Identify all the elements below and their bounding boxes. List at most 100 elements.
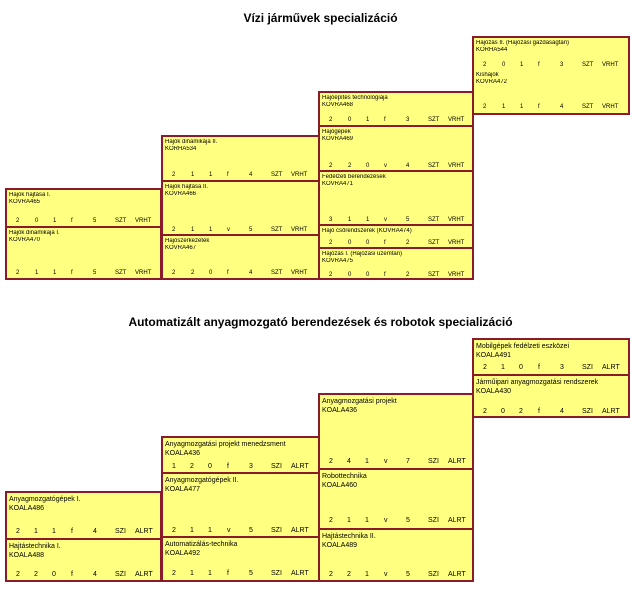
course-meta-value: f (384, 117, 386, 123)
course-meta-value: SZT (271, 172, 283, 178)
section2-col-1: Anyagmozgatógépek I. KOALA486 2 1 1 f 4 SZI AL… (5, 491, 162, 582)
course-card: Hajók dinamikája I. KOVRA470 2 1 1 f 5 SZT VRH… (7, 226, 160, 278)
course-name: Járműipari anyagmozgatási rendszerek (476, 379, 599, 386)
section2-col-4: Mobilgépek fedélzeti eszközei KOALA491 2… (472, 338, 630, 418)
course-meta-value: SZT (115, 270, 127, 276)
course-code: KORHA544 (476, 47, 508, 53)
course-meta-value: VRHT (291, 270, 308, 276)
course-name: Anyagmozgatási projekt (322, 398, 397, 405)
course-meta-value: 1 (348, 217, 352, 223)
course-meta-value: 2 (329, 240, 333, 246)
course-meta-row: 2 1 0 f 3 SZI ALRT (474, 364, 628, 372)
course-meta-value: 1 (366, 117, 370, 123)
course-meta-value: 1 (347, 517, 351, 524)
course-meta-value: 2 (172, 270, 176, 276)
course-meta-row: 1 2 0 f 3 SZI ALRT (163, 463, 318, 471)
course-card: Hajók dinamikája II. KORHA534 2 1 1 f 4 SZT VR… (163, 137, 318, 180)
course-name: Automatizálás-technika (165, 541, 238, 548)
course-name: Anyagmozgatási projekt menedzsment (165, 441, 286, 448)
course-meta-value: 0 (348, 272, 352, 278)
course-meta-value: 2 (329, 163, 333, 169)
course-meta-value: 4 (249, 172, 253, 178)
course-meta-value: 2 (329, 117, 333, 123)
course-meta-row: 2 1 1 v 5 SZI ALRT (320, 517, 472, 525)
course-code: KOALA430 (476, 388, 512, 395)
course-meta-value: 4 (93, 571, 97, 578)
course-code: KOALA489 (322, 542, 358, 549)
course-meta-value: 4 (406, 163, 410, 169)
section1-col-4: Hajózás II. (Hajózási gazdaságtan) KORHA… (472, 36, 630, 115)
course-meta-row: 2 0 1 f 3 SZT VRHT (320, 116, 472, 124)
course-name: Hajtástechnika II. (322, 533, 376, 540)
section1-col-3: Hajóépítés technológiája KOVRA468 2 0 1 f 3 S… (318, 91, 474, 280)
course-card: Anyagmozgatási projekt KOALA436 2 4 1 v 7 SZI… (320, 395, 472, 468)
course-meta-row: 2 4 1 v 7 SZI ALRT (320, 458, 472, 466)
course-card: Hajószerkezetek KOVRA467 2 2 0 f 4 SZT VRHT (163, 234, 318, 278)
course-meta-value: v (384, 458, 388, 465)
course-meta-value: f (384, 272, 386, 278)
course-meta-value: 1 (365, 517, 369, 524)
course-meta-value: 5 (249, 227, 253, 233)
course-meta-value: 1 (520, 62, 524, 68)
course-meta-value: SZT (428, 117, 440, 123)
course-meta-value: 2 (406, 240, 410, 246)
course-meta-value: VRHT (448, 217, 465, 223)
course-name: Anyagmozgatógépek II. (165, 477, 239, 484)
course-meta-value: 1 (209, 172, 213, 178)
section1-col-2: Hajók dinamikája II. KORHA534 2 1 1 f 4 SZT VR… (161, 135, 320, 280)
course-meta-value: VRHT (602, 104, 619, 110)
course-meta-value: 0 (501, 408, 505, 415)
course-meta-value: 1 (172, 463, 176, 470)
section2-col-3: Anyagmozgatási projekt KOALA436 2 4 1 v 7 SZI… (318, 393, 474, 582)
course-meta-value: 1 (365, 571, 369, 578)
course-meta-value: 2 (172, 227, 176, 233)
course-meta-value: f (227, 570, 229, 577)
course-meta-value: v (227, 527, 231, 534)
course-name: Kishajók (476, 72, 499, 78)
course-meta-value: 2 (483, 364, 487, 371)
course-meta-value: 3 (249, 463, 253, 470)
course-meta-value: SZT (428, 272, 440, 278)
course-code: KOVRA466 (165, 191, 197, 197)
course-meta-row: 2 1 1 f 5 SZT VRHT (7, 269, 160, 277)
course-meta-row: 2 0 0 f 2 SZT VRHT (320, 239, 472, 247)
course-meta-value: SZT (271, 270, 283, 276)
course-name: Hajók hajtása I. (9, 192, 51, 198)
course-meta-value: VRHT (291, 227, 308, 233)
course-meta-value: 5 (406, 571, 410, 578)
course-meta-value: 5 (93, 218, 97, 224)
course-card: Anyagmozgatógépek I. KOALA486 2 1 1 f 4 SZI AL… (7, 493, 160, 538)
course-code: KOVRA468 (322, 102, 354, 108)
course-meta-value: VRHT (291, 172, 308, 178)
course-meta-value: 1 (35, 270, 39, 276)
course-meta-value: v (384, 217, 387, 223)
course-meta-value: VRHT (448, 272, 465, 278)
course-name: Hajtástechnika I. (9, 543, 61, 550)
course-meta-value: 2 (172, 570, 176, 577)
course-meta-value: VRHT (448, 163, 465, 169)
course-meta-value: 1 (208, 527, 212, 534)
course-card: Mobilgépek fedélzeti eszközei KOALA491 2… (474, 340, 628, 374)
course-meta-value: 0 (52, 571, 56, 578)
course-meta-value: 4 (560, 408, 564, 415)
course-meta-value: f (71, 218, 73, 224)
course-meta-value: SZT (428, 240, 440, 246)
course-meta-row: 2 1 1 v 5 SZT VRHT (163, 226, 318, 234)
course-meta-value: 5 (406, 217, 410, 223)
course-meta-value: 1 (190, 570, 194, 577)
course-meta-value: SZI (271, 463, 282, 470)
course-meta-value: 5 (249, 570, 253, 577)
course-card: Hajózás II. (Hajózási gazdaságtan) KORHA… (474, 38, 628, 70)
course-meta-row: 2 0 2 f 4 SZI ALRT (474, 408, 628, 416)
course-name: Robottechnika (322, 473, 367, 480)
course-meta-value: ALRT (448, 458, 466, 465)
course-meta-value: f (538, 364, 540, 371)
course-meta-value: 2 (16, 571, 20, 578)
course-meta-value: 2 (483, 408, 487, 415)
course-meta-value: 1 (366, 217, 370, 223)
course-card: Hajógépek KOVRA469 2 2 0 v 4 SZT VRHT (320, 125, 472, 170)
course-meta-row: 2 0 1 f 5 SZT VRHT (7, 217, 160, 225)
course-meta-value: 1 (209, 227, 213, 233)
course-meta-value: ALRT (135, 571, 153, 578)
course-code: KOVRA470 (9, 237, 41, 243)
